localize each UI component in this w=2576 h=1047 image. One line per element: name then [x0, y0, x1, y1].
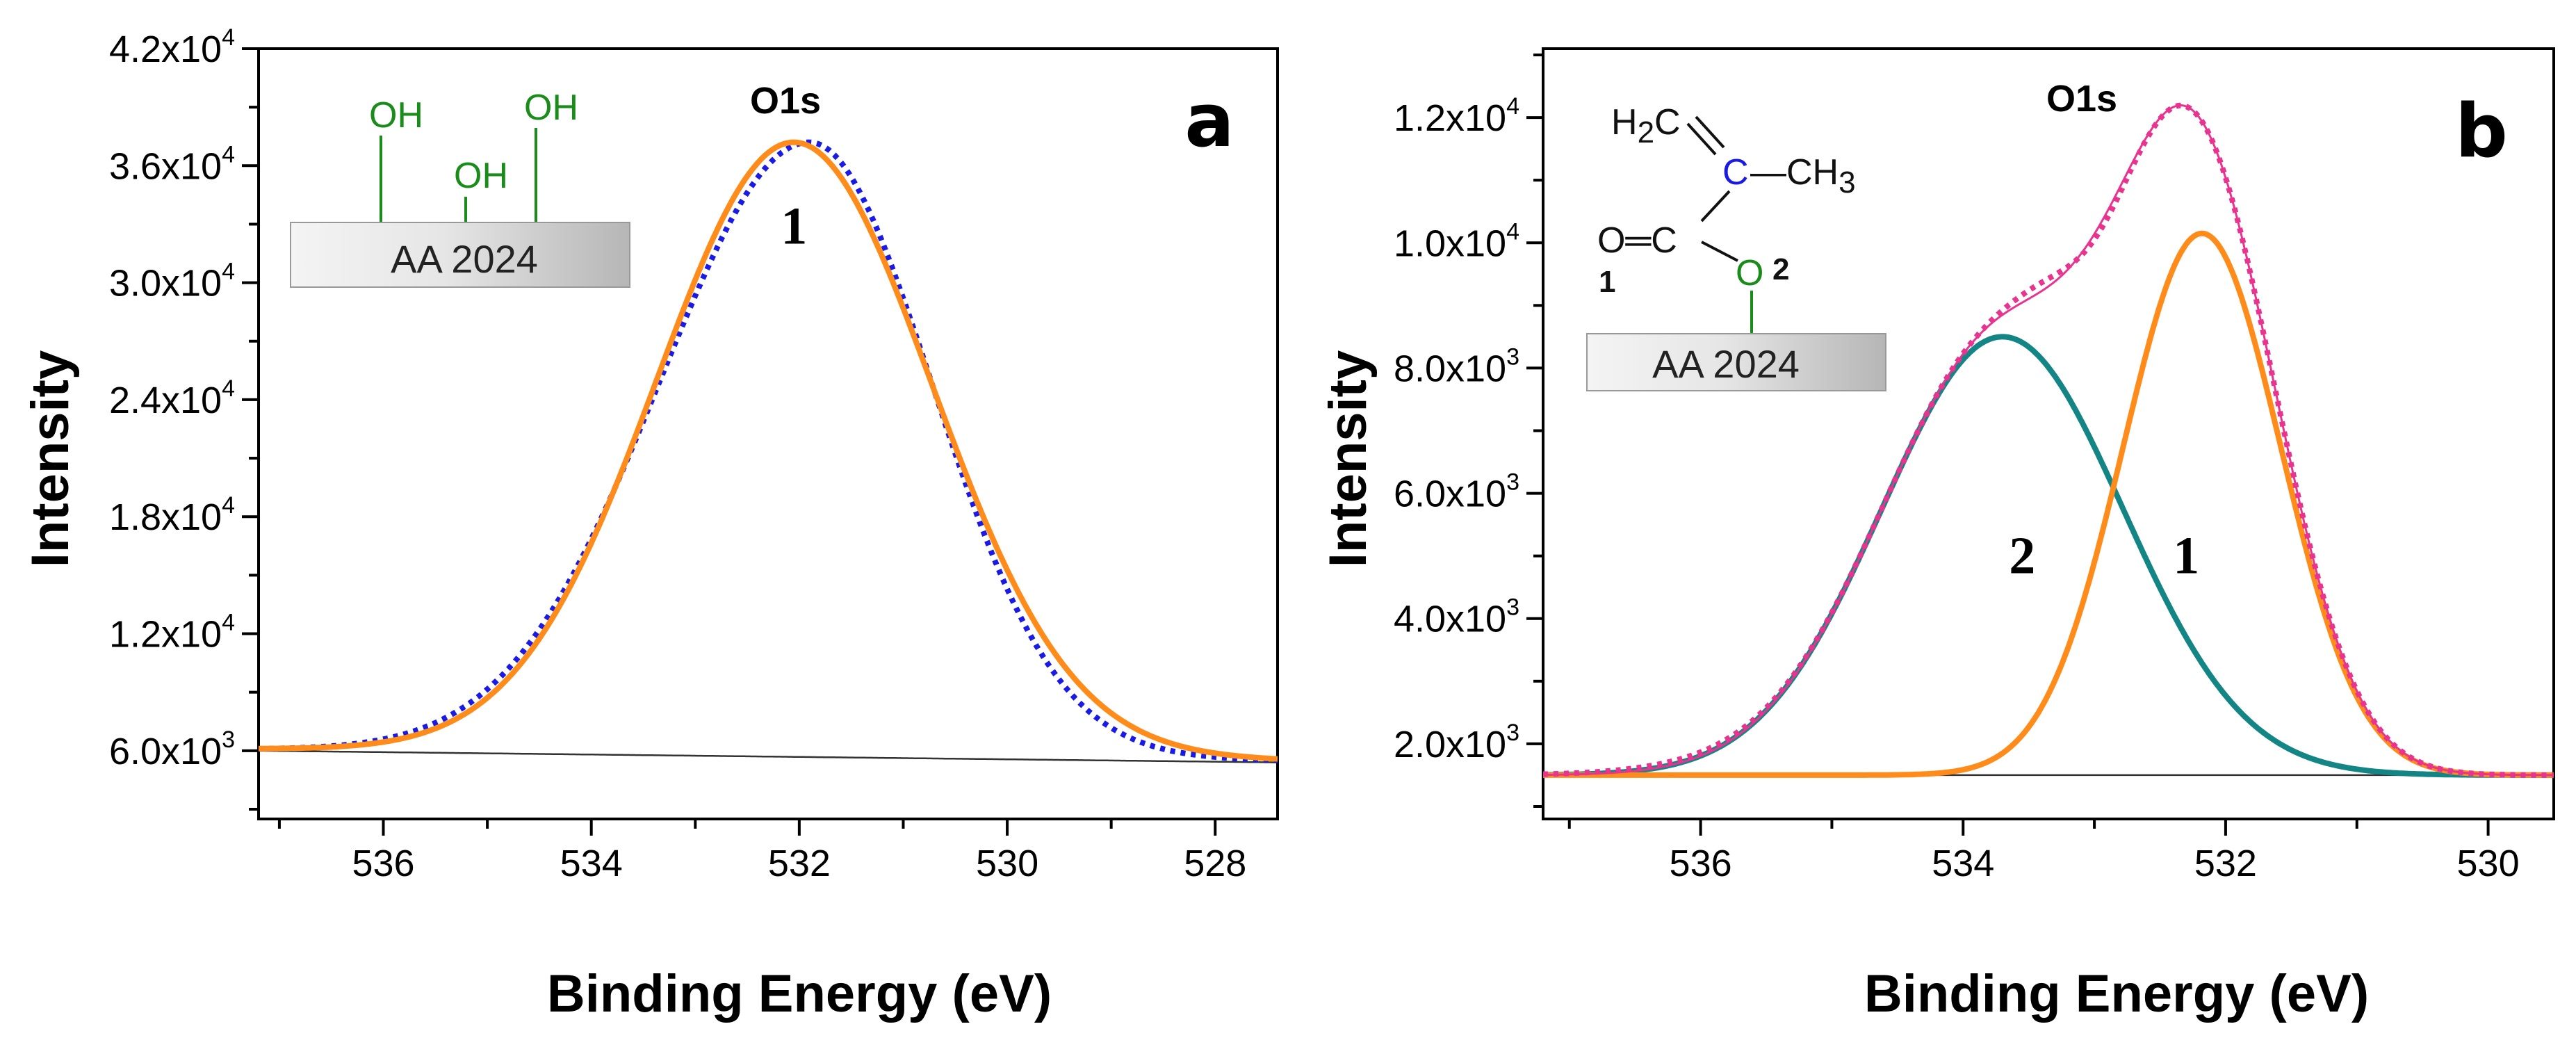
- panel-label-a: a: [1184, 78, 1234, 163]
- y-tick-label: 4.2x104: [109, 24, 235, 70]
- plot-title-a: O1s: [750, 80, 821, 122]
- oxygen-label-1: 1: [1599, 265, 1615, 299]
- inset-methacrylate-structure: H2C C —CH3 O═C O 1 2 AA 2024: [1586, 102, 1886, 391]
- carbonyl-group: O═C: [1597, 220, 1677, 261]
- y-tick-label: 3.0x104: [109, 259, 235, 305]
- series-envelope-b: [1543, 104, 2554, 777]
- plot-title-b: O1s: [2046, 78, 2117, 120]
- plot-frame-b: [1542, 47, 2555, 820]
- peak-labels-a: 1: [781, 197, 807, 256]
- panel-b: 2.0x103 4.0x103 6.0x103 8.0x103 1.0x104 1.2x1…: [1319, 47, 2555, 1023]
- panel-label-b: b: [2455, 88, 2508, 174]
- x-tick-label: 528: [1184, 843, 1246, 884]
- series-fit-peak-1-a: [259, 139, 1278, 762]
- y-tick-label: 2.4x104: [109, 375, 235, 421]
- x-tick-label: 530: [2457, 843, 2520, 884]
- methyl-group: —CH3: [1750, 152, 1856, 200]
- x-tick-label: 532: [2194, 843, 2257, 884]
- y-tick-label: 1.8x104: [109, 492, 235, 538]
- y-tick-label: 3.6x104: [109, 141, 235, 187]
- x-tick-label: 530: [976, 843, 1038, 884]
- substrate-block-a: [290, 222, 630, 288]
- ester-oxygen: O: [1736, 253, 1763, 293]
- h2c-group: H2C: [1611, 102, 1681, 149]
- x-tick-label: 536: [352, 843, 414, 884]
- y-axis-title-b: Intensity: [1319, 350, 1378, 568]
- x-tick-label: 532: [768, 843, 831, 884]
- x-tick-label: 534: [1932, 843, 1994, 884]
- curves-b: [1542, 102, 2554, 778]
- c-o-bond: [1701, 241, 1738, 262]
- y-tick-label: 2.0x103: [1394, 720, 1519, 765]
- x-tick-label: 536: [1670, 843, 1732, 884]
- peak-label: 1: [781, 197, 807, 256]
- hydroxyl-group-1: OH: [369, 95, 423, 136]
- x-axis-title-b: Binding Energy (eV): [1864, 964, 2369, 1023]
- inset-hydroxyl-surface: OH OH OH AA 2024: [290, 88, 630, 288]
- substrate-label-a: AA 2024: [391, 237, 538, 281]
- oxygen-label-2: 2: [1772, 252, 1789, 286]
- y-axis-title-a: Intensity: [21, 350, 80, 568]
- y-tick-label: 8.0x103: [1394, 343, 1519, 389]
- series-peak-2-b: [1543, 334, 2554, 778]
- x-axis-ticks-b: 536 534 532 530: [1567, 819, 2520, 884]
- center-carbon: C: [1722, 152, 1749, 193]
- x-axis-title-a: Binding Energy (eV): [547, 964, 1052, 1023]
- series-experimental-b: [1542, 102, 2554, 778]
- y-tick-label: 6.0x103: [1394, 469, 1519, 515]
- peak-label: 1: [2173, 527, 2199, 585]
- y-tick-label: 4.0x103: [1394, 594, 1519, 640]
- y-tick-label: 6.0x103: [109, 727, 235, 772]
- baseline-a: [258, 749, 1278, 763]
- x-tick-label: 534: [560, 843, 623, 884]
- curves-a: [258, 139, 1278, 763]
- hydroxyl-group-2: OH: [454, 156, 508, 196]
- hydroxyl-group-3: OH: [524, 88, 578, 128]
- substrate-block-b: [1586, 333, 1886, 391]
- y-axis-ticks-a: 6.0x103 1.2x104 1.8x104 2.4x104 3.0x104 3.6x1…: [109, 24, 259, 811]
- y-tick-label: 1.2x104: [1394, 93, 1519, 139]
- y-tick-label: 1.0x104: [1394, 218, 1519, 264]
- series-peak-1-b: [1543, 230, 2554, 778]
- c-c-bond: [1700, 190, 1731, 222]
- double-bond-a: [1686, 122, 1717, 156]
- double-bond-b: [1695, 115, 1725, 149]
- y-axis-ticks-b: 2.0x103 4.0x103 6.0x103 8.0x103 1.0x104 1.2x1…: [1394, 54, 1543, 808]
- x-axis-ticks-a: 536 534 532 530 528: [277, 819, 1246, 884]
- substrate-label-b: AA 2024: [1652, 342, 1800, 386]
- peak-label: 2: [2009, 527, 2035, 585]
- panel-a: 6.0x103 1.2x104 1.8x104 2.4x104 3.0x104 3.6x1…: [21, 24, 1279, 1023]
- plot-frame-a: [257, 47, 1279, 820]
- y-tick-label: 1.2x104: [109, 610, 235, 656]
